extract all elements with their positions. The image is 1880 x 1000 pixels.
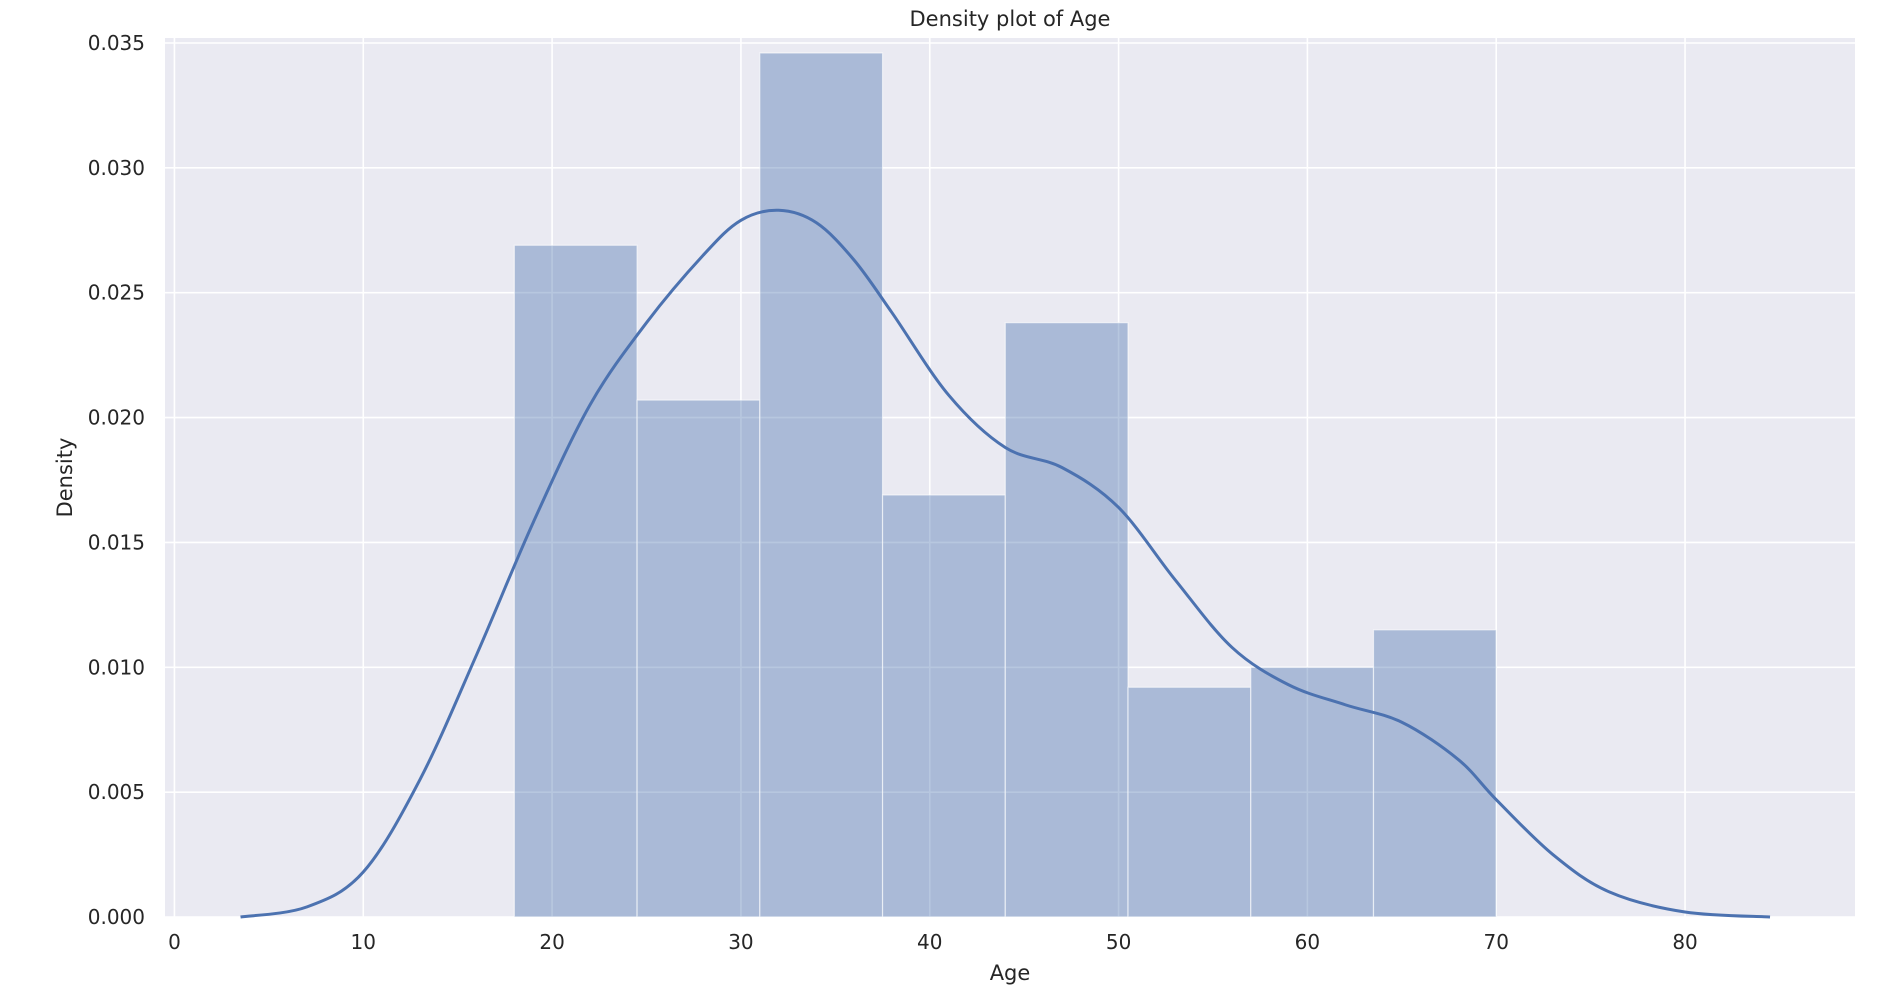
histogram-bar (1250, 666, 1375, 918)
y-tick-label: 0.035 (88, 31, 145, 55)
x-tick-label: 70 (1484, 930, 1509, 954)
x-tick-label: 40 (917, 930, 942, 954)
histogram-bar (1127, 686, 1252, 918)
y-tick-label: 0.005 (88, 780, 145, 804)
x-tick-label: 20 (539, 930, 564, 954)
y-tick-label: 0.020 (88, 406, 145, 430)
kde-curve (240, 208, 1771, 919)
y-tick-label: 0.000 (88, 905, 145, 929)
x-tick-label: 30 (728, 930, 753, 954)
histogram-bar (636, 399, 761, 918)
plot-area (165, 38, 1855, 917)
histogram-bars (513, 52, 1497, 918)
x-tick-label: 10 (351, 930, 376, 954)
y-tick-label: 0.015 (88, 530, 145, 554)
histogram-bar (881, 494, 1006, 918)
histogram-bar (759, 52, 884, 918)
chart-title: Density plot of Age (910, 7, 1111, 31)
x-tick-label: 0 (168, 930, 181, 954)
x-tick-label: 80 (1672, 930, 1697, 954)
histogram-bar (1372, 629, 1497, 918)
x-tick-labels: 0 10 20 30 40 50 60 70 80 (168, 930, 1698, 954)
histogram-bar (513, 244, 638, 918)
x-axis-label: Age (990, 961, 1031, 985)
y-tick-label: 0.030 (88, 156, 145, 180)
x-tick-label: 50 (1106, 930, 1131, 954)
y-tick-label: 0.010 (88, 655, 145, 679)
x-tick-label: 60 (1295, 930, 1320, 954)
y-tick-label: 0.025 (88, 281, 145, 305)
histogram-bar (1004, 322, 1129, 918)
y-tick-labels: 0.000 0.005 0.010 0.015 0.020 0.025 0.030 0.035 (88, 31, 145, 929)
y-axis-label: Density (53, 438, 77, 518)
